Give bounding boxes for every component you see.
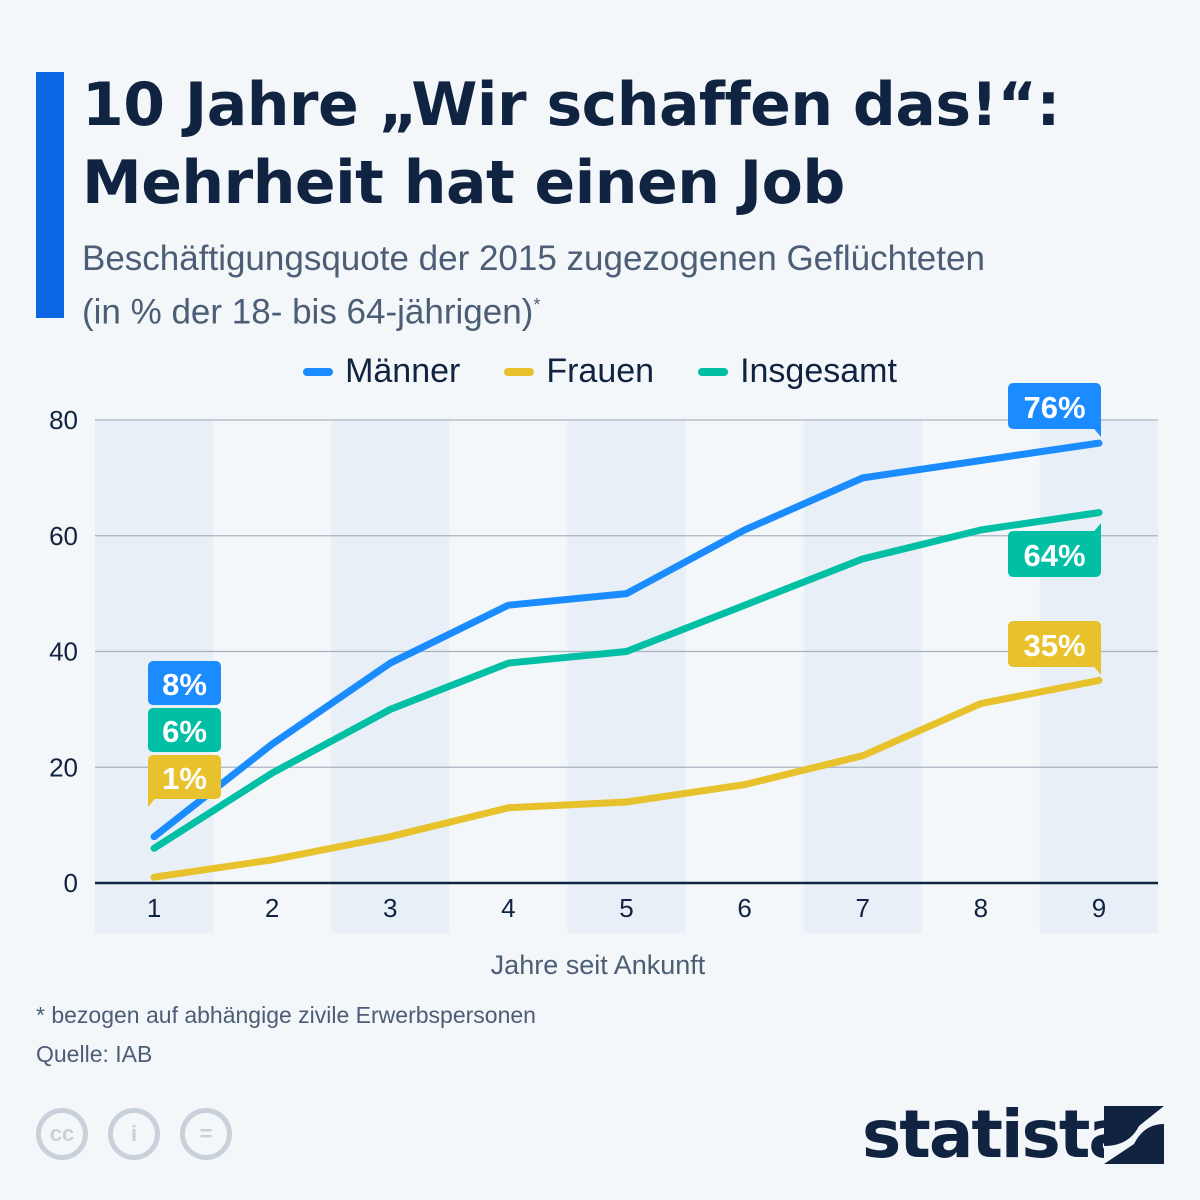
subtitle-footnote-mark: * (533, 295, 541, 315)
series-line-frauen (150, 676, 1103, 881)
legend-label: Frauen (546, 352, 655, 390)
x-tick-label: 7 (855, 893, 869, 923)
data-label-box (148, 708, 221, 752)
x-tick-label: 9 (1092, 893, 1106, 923)
statista-logo[interactable]: statista (862, 1096, 1133, 1173)
data-label-first: 6% (162, 714, 207, 749)
x-tick-label: 5 (619, 893, 633, 923)
data-label-box (148, 755, 221, 799)
subtitle-line-2: (in % der 18- bis 64-jährigen) (82, 292, 534, 332)
data-label-box (1008, 531, 1101, 577)
legend-item: Insgesamt (698, 352, 897, 391)
legend-swatch (504, 367, 535, 376)
column-band (1039, 420, 1158, 933)
y-tick-label: 60 (49, 521, 78, 551)
data-label-first: 8% (162, 667, 207, 702)
line-chart: 0 20 40 60 80 1 2 3 4 5 6 7 8 9 Jahre seit Ankunft 8% 76… (49, 383, 1158, 980)
column-band (331, 420, 450, 933)
data-label-box (1008, 383, 1101, 429)
data-label-last: 35% (1023, 628, 1085, 663)
data-label-pointer (1091, 663, 1101, 675)
source: Quelle: IAB (36, 1041, 153, 1067)
data-label-pointer (1091, 425, 1101, 437)
legend-swatch (698, 367, 729, 376)
nd-icon[interactable]: = (180, 1108, 232, 1160)
x-tick-label: 6 (737, 893, 751, 923)
title-line-2: Mehrheit hat einen Job (82, 148, 845, 218)
data-label-last: 64% (1023, 538, 1085, 573)
series-line-insgesamt (150, 509, 1103, 852)
y-tick-label: 40 (49, 637, 78, 667)
y-tick-label: 80 (49, 405, 78, 435)
legend-item: Frauen (504, 352, 654, 391)
x-tick-label: 4 (501, 893, 515, 923)
title-line-1: 10 Jahre „Wir schaffen das!“: (82, 70, 1060, 140)
chart-subtitle: Beschäftigungsquote der 2015 zugezogenen… (82, 236, 985, 336)
cc-icon[interactable]: cc (36, 1108, 88, 1160)
title-accent-bar (36, 72, 64, 318)
data-label-pointer (1091, 523, 1101, 535)
legend: Männer Frauen Insgesamt (0, 352, 1200, 391)
data-label-box (148, 661, 221, 705)
data-label-first: 1% (162, 761, 207, 796)
x-tick-label: 8 (974, 893, 988, 923)
column-band (567, 420, 686, 933)
statista-logo-mark (1104, 1106, 1164, 1164)
series-line-männer (150, 439, 1103, 841)
x-tick-label: 3 (383, 893, 397, 923)
data-label-last: 76% (1023, 390, 1085, 425)
legend-item: Männer (303, 352, 460, 391)
by-icon[interactable]: i (108, 1108, 160, 1160)
legend-swatch (303, 367, 334, 376)
x-tick-label: 2 (265, 893, 279, 923)
y-tick-label: 20 (49, 752, 78, 782)
footnote: * bezogen auf abhängige zivile Erwerbspe… (36, 1002, 536, 1028)
data-label-box (1008, 621, 1101, 667)
x-axis-label: Jahre seit Ankunft (491, 950, 706, 980)
y-tick-label: 0 (64, 868, 78, 898)
legend-label: Insgesamt (740, 352, 897, 390)
chart-title: 10 Jahre „Wir schaffen das!“: Mehrheit h… (82, 66, 1060, 222)
legend-label: Männer (345, 352, 461, 390)
x-tick-label: 1 (147, 893, 161, 923)
column-band (803, 420, 922, 933)
data-label-pointer (148, 795, 158, 807)
subtitle-line-1: Beschäftigungsquote der 2015 zugezogenen… (82, 239, 985, 278)
